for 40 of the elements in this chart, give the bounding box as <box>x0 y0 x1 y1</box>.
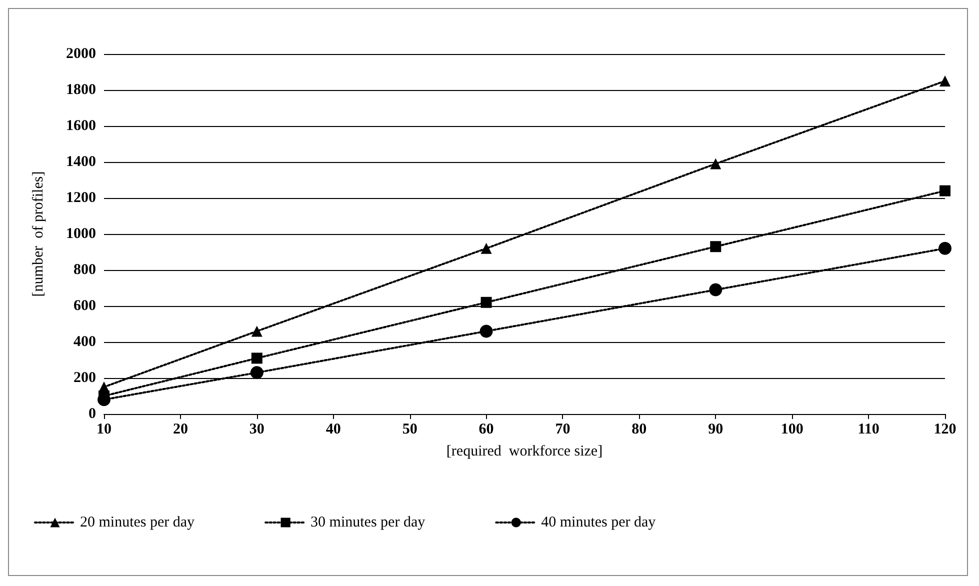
point <box>480 242 492 254</box>
y-tick-label: 600 <box>74 298 96 314</box>
y-tick-label: 1600 <box>66 118 96 134</box>
x-tick-label: 80 <box>632 422 647 438</box>
y-tick-label: 1200 <box>66 190 96 206</box>
x-tick-label: 110 <box>858 422 880 438</box>
x-tick-label: 10 <box>96 422 112 438</box>
y-tick-label: 1400 <box>66 154 96 170</box>
y-tick-label: 1000 <box>66 226 96 242</box>
x-tick-label: 120 <box>934 422 956 438</box>
point <box>251 326 262 337</box>
x-tick-label: 100 <box>780 422 804 438</box>
point <box>709 283 722 296</box>
point <box>480 296 492 308</box>
point <box>940 76 950 86</box>
y-tick-label: 400 <box>74 334 96 350</box>
y-axis-title: [number of profiles] <box>30 171 46 297</box>
x-tick-label: 90 <box>708 422 724 438</box>
x-axis-title: [required workforce size] <box>446 444 603 460</box>
x-tick-label: 70 <box>555 422 570 438</box>
legend-label: 30 minutes per day <box>310 514 426 530</box>
point <box>710 158 722 170</box>
y-tick-label: 800 <box>74 262 96 278</box>
y-tick-label: 2000 <box>66 46 96 62</box>
y-tick-label: 0 <box>88 406 96 422</box>
x-tick-label: 20 <box>172 422 188 438</box>
point <box>480 324 493 338</box>
legend-label: 40 minutes per day <box>541 514 656 530</box>
legend-label: 20 minutes per day <box>80 514 196 530</box>
point <box>938 242 952 255</box>
y-tick-label: 200 <box>74 370 96 386</box>
x-tick-label: 40 <box>326 422 341 438</box>
point <box>710 241 722 252</box>
y-tick-label: 1800 <box>66 82 96 98</box>
x-tick-label: 50 <box>402 422 418 438</box>
point <box>250 366 264 380</box>
point <box>940 185 950 196</box>
x-tick-label: 60 <box>478 422 494 438</box>
x-tick-label: 30 <box>249 422 264 438</box>
point <box>251 352 262 364</box>
